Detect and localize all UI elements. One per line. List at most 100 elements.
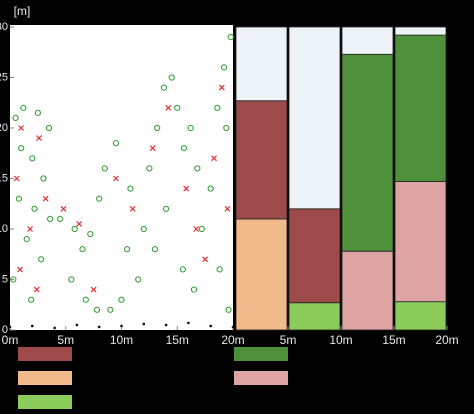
scatter-point xyxy=(101,165,108,172)
scatter-point xyxy=(71,225,78,233)
scatter-point xyxy=(20,104,27,111)
scatter-point xyxy=(13,175,20,182)
scatter-point xyxy=(151,246,159,253)
scatter-point xyxy=(23,236,30,243)
scatter-point xyxy=(146,165,153,172)
scatter-point xyxy=(93,306,101,313)
scatter-point xyxy=(209,324,212,328)
scatter-point xyxy=(179,266,186,273)
bar-segment xyxy=(341,53,394,252)
left-panel xyxy=(10,25,233,330)
x-tick-label: 10m xyxy=(110,333,133,347)
scatter-point xyxy=(154,124,161,132)
scatter-point xyxy=(17,266,23,273)
scatter-point xyxy=(90,286,97,293)
scatter-point xyxy=(220,64,228,71)
scatter-point xyxy=(149,145,156,152)
scatter-point xyxy=(174,104,181,111)
bar-segment xyxy=(341,250,394,331)
scatter-point xyxy=(165,104,172,111)
scatter-point xyxy=(142,322,146,326)
legend-swatch xyxy=(234,347,288,361)
scatter-point xyxy=(68,276,75,283)
x-tick-label: 5m xyxy=(280,333,297,347)
scatter-point xyxy=(34,109,41,116)
scatter-point xyxy=(38,256,45,263)
scatter-point xyxy=(29,155,36,162)
scatter-point xyxy=(33,286,40,293)
scatter-point xyxy=(28,296,35,303)
scatter-point xyxy=(224,205,231,212)
scatter-point xyxy=(225,306,232,313)
bar-segment xyxy=(394,26,447,36)
scatter-point xyxy=(227,34,234,41)
y-tick-label: 0 xyxy=(2,324,8,336)
scatter-point xyxy=(163,205,170,212)
scatter-point xyxy=(231,325,235,329)
scatter-point xyxy=(127,185,134,192)
scatter-point xyxy=(223,124,230,132)
x-tick-label: 15m xyxy=(382,333,405,347)
x-tick-label: 5m xyxy=(57,333,74,347)
x-tick-label: 0m xyxy=(2,333,19,347)
bar-segment xyxy=(394,301,447,331)
scatter-point xyxy=(216,266,223,273)
scatter-point xyxy=(113,175,119,182)
scatter-point xyxy=(190,286,198,293)
scatter-point xyxy=(31,205,38,212)
y-tick-label: 10 xyxy=(0,223,8,235)
legend-swatch xyxy=(18,371,72,385)
x-tick-label: 10m xyxy=(329,333,352,347)
scatter-point xyxy=(79,246,86,253)
bar-segment xyxy=(235,26,288,102)
scatter-point xyxy=(123,246,131,253)
scatter-point xyxy=(118,296,125,303)
scatter-point xyxy=(27,226,33,232)
x-tick-label: 20m xyxy=(221,333,244,347)
scatter-point xyxy=(168,74,175,81)
bar-segment xyxy=(394,34,447,182)
scatter-point xyxy=(187,124,194,132)
scatter-point xyxy=(57,215,64,222)
bar-segment xyxy=(235,218,288,331)
scatter-point xyxy=(120,324,123,328)
scatter-point xyxy=(193,226,200,232)
bar-segment xyxy=(394,181,447,303)
scatter-point xyxy=(187,321,190,325)
scatter-point xyxy=(140,225,147,233)
scatter-point xyxy=(12,114,19,122)
scatter-point xyxy=(194,165,201,172)
scatter-point xyxy=(45,124,53,132)
legend-swatch xyxy=(18,395,72,409)
bar-segment xyxy=(341,26,394,55)
bar-segment xyxy=(235,100,288,220)
bar-segment xyxy=(288,302,341,331)
scatter-point xyxy=(42,195,49,202)
scatter-point xyxy=(75,323,79,327)
scatter-point xyxy=(10,276,17,283)
scatter-point xyxy=(8,325,12,329)
scatter-point xyxy=(15,195,23,202)
scatter-point xyxy=(60,205,67,212)
scatter-point xyxy=(87,230,94,238)
bar-segment xyxy=(288,208,341,304)
y-tick-label: 25 xyxy=(0,71,8,83)
scatter-point xyxy=(18,125,25,131)
scatter-point xyxy=(214,104,221,111)
scatter-point xyxy=(129,205,136,212)
x-tick-label: 20m xyxy=(435,333,458,347)
y-tick-label: 20 xyxy=(0,122,8,134)
scatter-point xyxy=(135,276,142,283)
scatter-point xyxy=(198,225,205,233)
y-tick-label: 30 xyxy=(0,21,8,33)
scatter-point xyxy=(82,296,89,303)
scatter-point xyxy=(112,140,120,147)
scatter-point xyxy=(96,195,103,202)
legend-swatch xyxy=(234,371,288,385)
y-axis-label: [m] xyxy=(14,4,31,18)
scatter-point xyxy=(202,256,209,263)
scatter-point xyxy=(76,221,83,227)
scatter-point xyxy=(218,84,225,91)
scatter-point xyxy=(207,185,214,192)
